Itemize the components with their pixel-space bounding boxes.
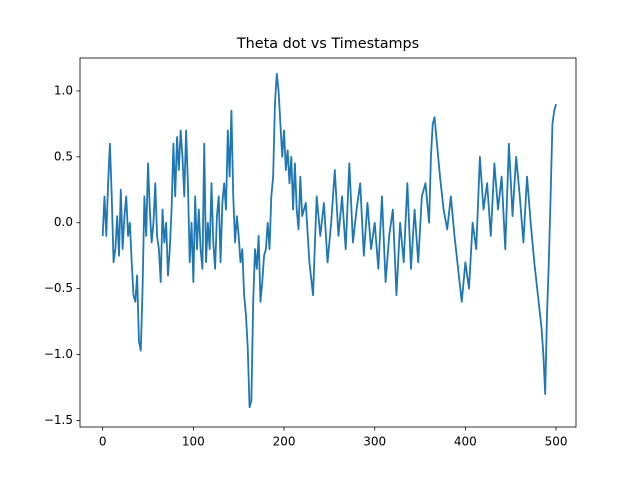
chart-title: Theta dot vs Timestamps (236, 36, 419, 52)
x-tick-label: 200 (273, 435, 296, 449)
x-tick-label: 500 (545, 435, 568, 449)
y-tick-label: −1.0 (44, 347, 73, 361)
y-tick-label: 0.5 (54, 149, 73, 163)
y-tick-label: −1.5 (44, 413, 73, 427)
y-tick-label: −0.5 (44, 281, 73, 295)
x-tick-label: 0 (99, 435, 107, 449)
x-tick-label: 400 (454, 435, 477, 449)
x-tick-label: 300 (363, 435, 386, 449)
x-tick-label: 100 (182, 435, 205, 449)
y-tick-label: 0.0 (54, 215, 73, 229)
y-tick-label: 1.0 (54, 83, 73, 97)
plot-frame (79, 57, 577, 428)
data-line (101, 72, 557, 409)
